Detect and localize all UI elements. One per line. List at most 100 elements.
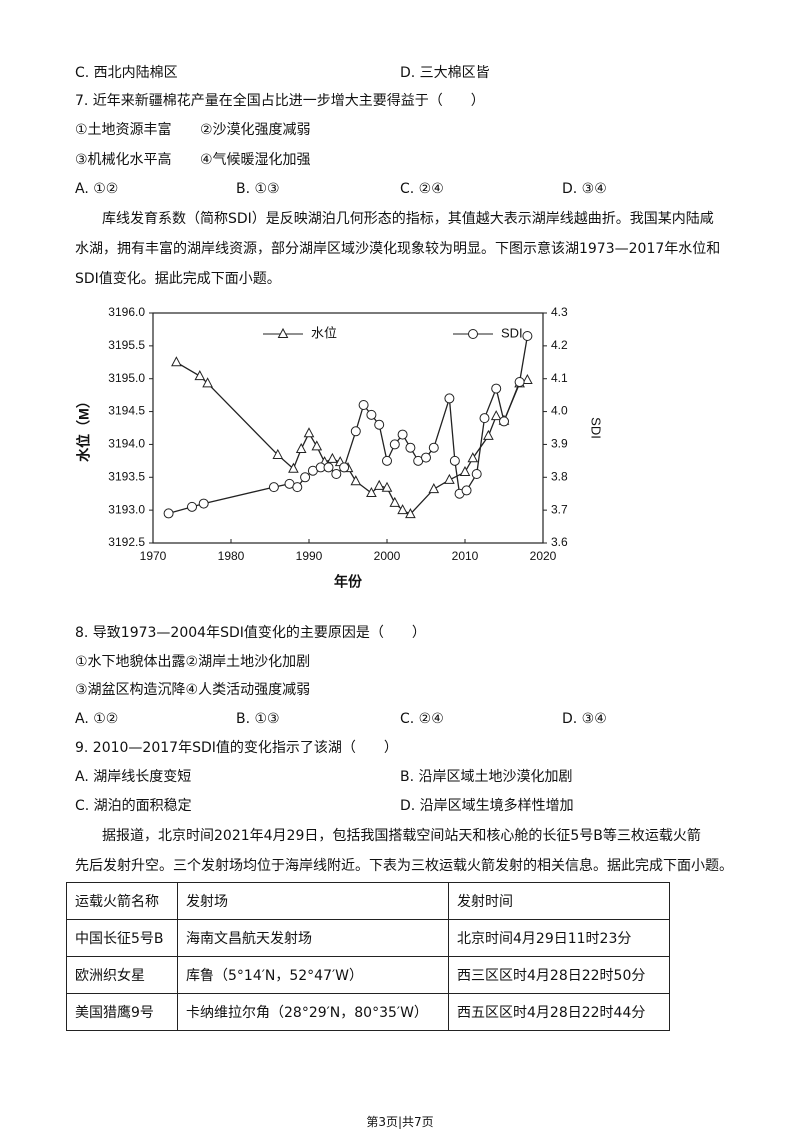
y-tick-label: 3194.5 [108,404,145,418]
data-point [499,416,509,427]
data-point [405,442,416,453]
chart: 1970 1980 1990 2000 2010 2020 3192.5 3193.0 3193… [76,305,604,590]
cell: 中国长征5号B [66,919,178,957]
data-point [303,427,315,438]
cell: 卡纳维拉尔角（28°29′N，80°35′W） [177,993,449,1031]
option: C. 湖泊的面积稳定 [75,798,192,814]
y2-axis-label: SDI [589,417,604,439]
cell: 北京时间4月29日11时23分 [448,919,670,957]
passage-line: 据报道，北京时间2021年4月29日，包括我国搭载空间站天和核心舱的长征5号B等… [102,828,701,844]
data-point [514,377,525,387]
question-stem: 9. 2010—2017年SDI值的变化指示了该湖（ ） [75,740,398,756]
data-point [428,483,440,494]
data-point [202,377,213,388]
data-point [459,465,471,477]
data-point [295,442,307,454]
data-point [288,462,299,473]
y2-tick-label: 3.7 [551,502,568,516]
series-line [176,361,528,515]
x-tick-label: 2000 [374,549,401,563]
data-point [366,486,377,498]
y-axis-label: 水位（M） [76,394,92,462]
data-point [479,413,490,424]
data-point [311,440,323,451]
x-tick-label: 2010 [452,549,479,563]
cell: 西三区区时4月28日22时50分 [448,956,670,994]
footer: 第3页|共7页 [366,1115,434,1129]
y-tick-label: 3194.0 [108,437,145,451]
data-point [350,475,362,486]
x-tick-label: 2020 [530,549,557,563]
data-point [198,498,209,509]
question-stem: 7. 近年来新疆棉花产量在全国占比进一步增大主要得益于（ ） [75,93,485,109]
data-point [397,429,408,440]
option: A. ①② [75,181,119,197]
data-point [374,419,385,430]
x-axis-label: 年份 [334,574,363,590]
y2-tick-label: 4.0 [551,404,568,418]
y2-tick-label: 3.9 [551,437,568,451]
question-stem: 8. 导致1973—2004年SDI值变化的主要原因是（ ） [75,625,426,641]
data-point [428,442,439,453]
option: A. 湖岸线长度变短 [75,769,192,785]
data-point [491,383,502,394]
statement: ④气候暖湿化加强 [200,152,311,168]
data-point [381,481,393,492]
y-tick-label: 3195.0 [108,371,145,385]
data-point [331,469,342,479]
cell: 美国猎鹰9号 [66,993,178,1031]
cell: 欧洲织女星 [66,956,178,994]
option: D. ③④ [562,181,607,197]
data-point [461,485,472,496]
data-point [292,482,303,493]
data-point [467,452,479,463]
statement: ②沙漠化强度减弱 [200,122,311,138]
y-tick-label: 3196.0 [108,305,145,319]
data-point [389,496,401,507]
legend-marker [468,329,478,339]
data-point [389,439,400,450]
cell: 运载火箭名称 [66,882,178,920]
x-tick-label: 1990 [296,549,323,563]
data-point [327,452,338,463]
legend-label: SDI [501,325,523,340]
table-row: 欧洲织女星 库鲁（5°14′N，52°47′W） 西三区区时4月28日22时50… [66,956,670,994]
option: D. ③④ [562,711,607,727]
y-tick-label: 3195.5 [108,338,145,352]
data-point [187,501,197,512]
data-point [490,410,502,421]
data-point [350,426,361,437]
table-row: 中国长征5号B 海南文昌航天发射场 北京时间4月29日11时23分 [66,919,670,957]
passage-line: 水湖，拥有丰富的湖岸线资源，部分湖岸区域沙漠化现象较为明显。下图示意该湖1973… [75,241,721,257]
data-point [421,452,431,463]
y-tick-label: 3193.0 [108,502,145,516]
data-point [194,370,206,381]
data-point [373,479,385,490]
option: B. 沿岸区域土地沙漠化加剧 [400,769,573,785]
data-point [397,504,408,515]
data-point [471,469,482,479]
table-row: 美国猎鹰9号 卡纳维拉尔角（28°29′N，80°35′W） 西五区区时4月28… [66,993,670,1031]
data-point [444,393,455,404]
y2-tick-label: 4.3 [551,305,568,319]
data-point [449,455,460,466]
option: B. ①③ [236,711,280,727]
legend-marker [277,327,289,338]
statement: ③湖盆区构造沉降④人类活动强度减弱 [75,682,311,698]
data-point [522,331,533,341]
data-point [268,482,279,493]
cell: 海南文昌航天发射场 [177,919,449,957]
option: D. 沿岸区域生境多样性增加 [400,798,574,814]
option: B. ①③ [236,181,280,197]
passage-line: 库线发育系数（简称SDI）是反映湖泊几何形态的指标，其值越大表示湖岸线越曲折。我… [102,211,714,227]
option: D. 三大棉区皆 [400,65,490,81]
data-point [272,448,284,459]
y-tick-label: 3192.5 [108,535,145,549]
table: 运载火箭名称 发射场 发射时间 中国长征5号B 海南文昌航天发射场 北京时间4月… [66,882,670,1031]
data-point [300,472,311,483]
statement: ③机械化水平高 [75,152,172,168]
data-point [382,455,392,466]
y2-tick-label: 4.2 [551,338,568,352]
option: C. ②④ [400,711,444,727]
